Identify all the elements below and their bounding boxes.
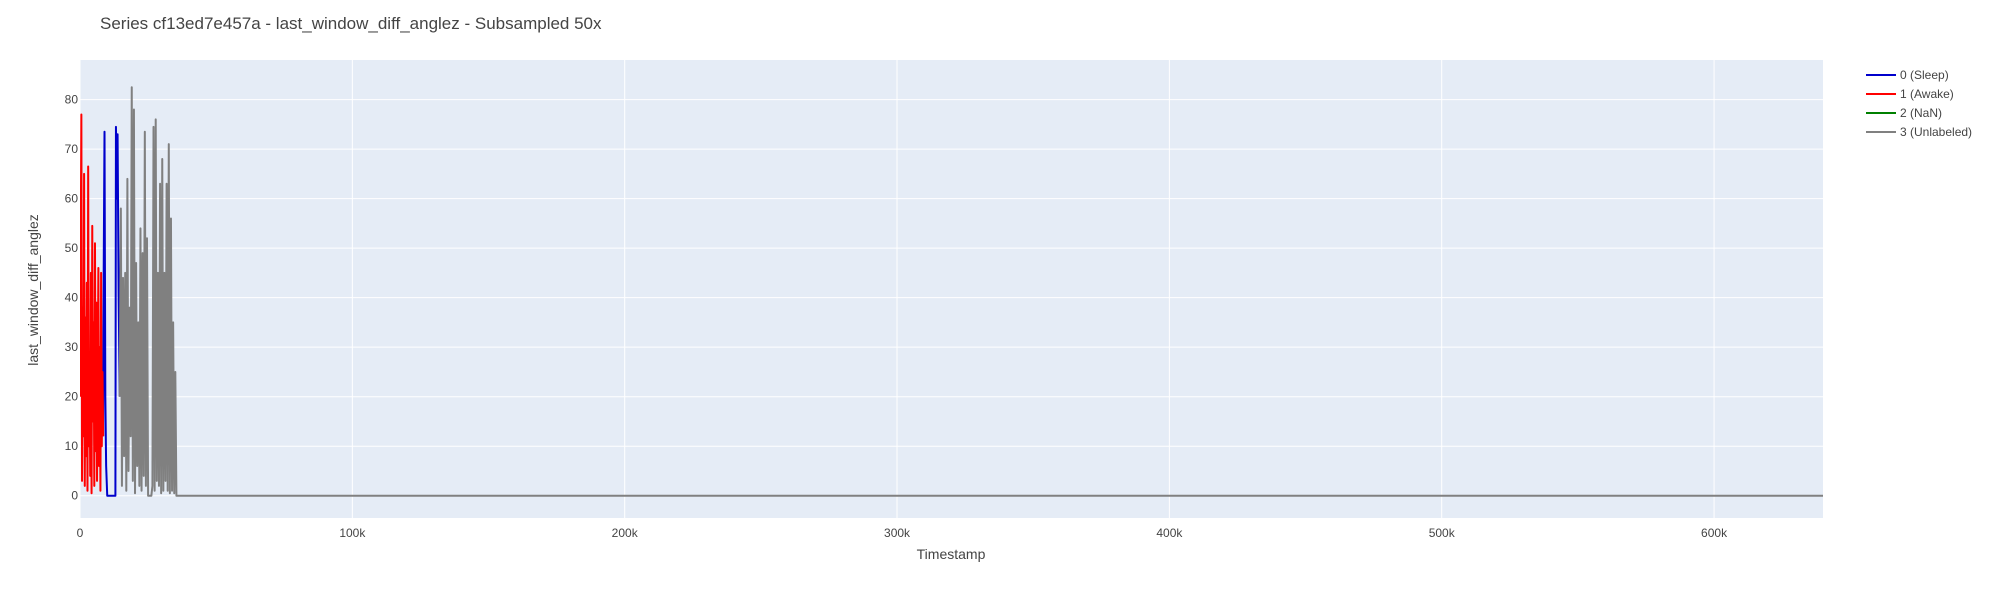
x-tick-label: 0 (77, 526, 84, 540)
legend-item-1[interactable]: 1 (Awake) (1866, 87, 1954, 101)
x-tick-label: 400k (1156, 526, 1183, 540)
y-tick-label: 80 (65, 93, 79, 107)
y-tick-label: 20 (65, 390, 79, 404)
legend-label: 2 (NaN) (1900, 106, 1942, 120)
x-tick-label: 100k (339, 526, 366, 540)
legend-item-2[interactable]: 2 (NaN) (1866, 106, 1942, 120)
legend[interactable]: 0 (Sleep) 1 (Awake) 2 (NaN) 3 (Unlabeled) (1866, 68, 1972, 139)
legend-label: 1 (Awake) (1900, 87, 1954, 101)
legend-item-0[interactable]: 0 (Sleep) (1866, 68, 1949, 82)
series-line-1 (80, 113, 105, 495)
y-tick-label: 10 (65, 439, 79, 453)
y-tick-label: 0 (71, 489, 78, 503)
x-tick-label: 200k (612, 526, 639, 540)
y-tick-label: 40 (65, 291, 79, 305)
y-tick-label: 60 (65, 192, 79, 206)
x-axis-title: Timestamp (917, 546, 986, 562)
legend-item-3[interactable]: 3 (Unlabeled) (1866, 125, 1972, 139)
x-tick-label: 600k (1701, 526, 1728, 540)
y-tick-label: 50 (65, 241, 79, 255)
y-axis-title: last_window_diff_anglez (25, 214, 41, 366)
y-tick-label: 70 (65, 142, 79, 156)
x-tick-label: 500k (1429, 526, 1456, 540)
plot-background (80, 60, 1823, 518)
y-tick-label: 30 (65, 340, 79, 354)
series-line-3 (118, 86, 1823, 497)
chart-title: Series cf13ed7e457a - last_window_diff_a… (100, 14, 602, 33)
legend-label: 3 (Unlabeled) (1900, 125, 1972, 139)
x-tick-label: 300k (884, 526, 911, 540)
series-line-0 (102, 125, 121, 497)
plot-area: 0 10 20 30 40 50 60 70 80 0 100k 200k 300k 400k 500k 60… (65, 60, 1823, 540)
legend-label: 0 (Sleep) (1900, 68, 1949, 82)
